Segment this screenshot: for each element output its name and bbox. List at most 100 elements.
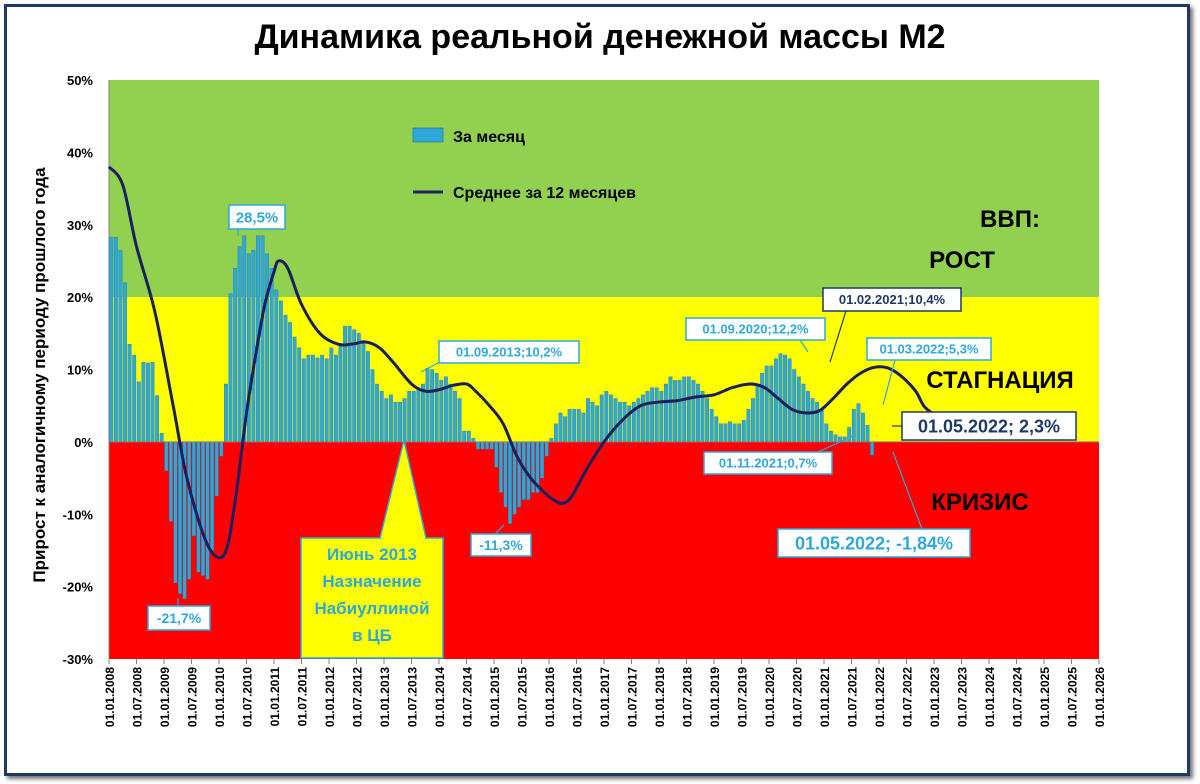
bar bbox=[714, 416, 719, 443]
x-tick-label: 01.01.2020 bbox=[763, 667, 777, 727]
bar bbox=[219, 441, 224, 457]
bar bbox=[847, 427, 852, 443]
bar bbox=[370, 369, 375, 443]
annotation-label: 01.11.2021;0,7% bbox=[719, 456, 818, 471]
bar bbox=[375, 383, 380, 443]
bar bbox=[333, 354, 338, 443]
annotation-label: 01.05.2022; 2,3% bbox=[918, 416, 1060, 436]
bar bbox=[118, 249, 123, 443]
bar bbox=[297, 347, 302, 443]
bar bbox=[613, 398, 618, 443]
y-tick-label: -20% bbox=[63, 580, 94, 595]
bar bbox=[168, 441, 173, 522]
bar bbox=[301, 358, 306, 443]
annotation-pointer bbox=[799, 339, 809, 353]
bar bbox=[223, 383, 228, 443]
bar bbox=[700, 391, 705, 443]
bar bbox=[517, 441, 522, 508]
bar bbox=[320, 354, 325, 443]
bar bbox=[251, 249, 256, 443]
x-tick-label: 01.01.2013 bbox=[378, 667, 392, 727]
x-tick-label: 01.07.2009 bbox=[186, 667, 200, 727]
x-tick-label: 01.07.2014 bbox=[461, 667, 475, 727]
annotation-box bbox=[777, 528, 971, 558]
zone-label-growth-2: РОСТ bbox=[929, 247, 995, 274]
bar bbox=[164, 441, 169, 471]
bar bbox=[237, 246, 242, 443]
chart-title: Динамика реальной денежной массы М2 bbox=[254, 18, 946, 56]
bar bbox=[861, 412, 865, 443]
bar bbox=[682, 376, 687, 443]
bar bbox=[146, 362, 150, 443]
x-tick-label: 01.01.2015 bbox=[488, 667, 502, 727]
bar bbox=[494, 441, 499, 468]
bar bbox=[828, 430, 833, 443]
y-tick-label: 10% bbox=[67, 363, 93, 378]
annotation-pointer bbox=[494, 524, 505, 535]
x-tick-label: 01.01.2017 bbox=[598, 667, 612, 727]
bar bbox=[366, 351, 370, 443]
x-tick-label: 01.01.2019 bbox=[708, 667, 722, 727]
bar bbox=[851, 409, 856, 443]
bar bbox=[718, 423, 723, 443]
x-tick-label: 01.07.2017 bbox=[626, 667, 640, 727]
bar bbox=[572, 409, 577, 443]
annotation-box bbox=[866, 337, 992, 361]
bar bbox=[760, 372, 765, 443]
bar bbox=[278, 300, 283, 443]
x-tick-label: 01.07.2008 bbox=[131, 667, 145, 727]
annotation-label: 01.09.2020;12,2% bbox=[702, 322, 809, 337]
bar bbox=[324, 358, 329, 443]
annotation-pointer bbox=[817, 434, 856, 453]
y-tick-label: -30% bbox=[63, 652, 94, 667]
annotation-box bbox=[470, 533, 532, 557]
bar bbox=[132, 354, 137, 443]
bar bbox=[732, 423, 737, 443]
x-tick-label: 01.07.2023 bbox=[956, 667, 970, 727]
bar bbox=[274, 289, 279, 443]
bar bbox=[755, 383, 760, 443]
x-tick-label: 01.01.2012 bbox=[323, 667, 337, 727]
bar bbox=[416, 387, 421, 443]
bar bbox=[654, 387, 659, 443]
bar bbox=[311, 354, 315, 443]
bar bbox=[824, 423, 829, 443]
bar bbox=[352, 329, 357, 443]
bar bbox=[411, 391, 416, 443]
bar bbox=[384, 398, 389, 443]
y-tick-label: 50% bbox=[67, 73, 93, 88]
annotation-box bbox=[438, 340, 580, 364]
bar bbox=[737, 423, 742, 443]
bar bbox=[599, 394, 604, 443]
bar bbox=[815, 401, 820, 443]
bar bbox=[150, 362, 155, 443]
bar bbox=[315, 357, 320, 443]
bar bbox=[673, 380, 677, 443]
bar bbox=[453, 391, 457, 443]
x-tick-label: 01.07.2025 bbox=[1066, 667, 1080, 727]
bar bbox=[856, 403, 861, 443]
bar bbox=[283, 315, 288, 443]
bar bbox=[691, 380, 696, 443]
x-tick-label: 01.07.2013 bbox=[406, 667, 420, 727]
bar bbox=[214, 441, 219, 497]
bar bbox=[338, 344, 343, 443]
bar bbox=[531, 441, 535, 493]
bar bbox=[425, 367, 430, 443]
x-tick-label: 01.07.2020 bbox=[791, 667, 805, 727]
bar bbox=[590, 401, 595, 443]
annotation-box bbox=[147, 605, 211, 631]
bar bbox=[123, 282, 127, 443]
callout-join bbox=[381, 536, 425, 540]
bar bbox=[476, 441, 480, 450]
bar bbox=[792, 369, 797, 443]
annotation-label: 28,5% bbox=[236, 209, 279, 226]
bar bbox=[462, 430, 467, 443]
annotation-box bbox=[822, 287, 962, 312]
bar bbox=[806, 391, 810, 443]
bar bbox=[471, 438, 476, 443]
bar bbox=[269, 268, 274, 443]
y-tick-label: 40% bbox=[67, 145, 93, 160]
bar bbox=[641, 394, 645, 443]
